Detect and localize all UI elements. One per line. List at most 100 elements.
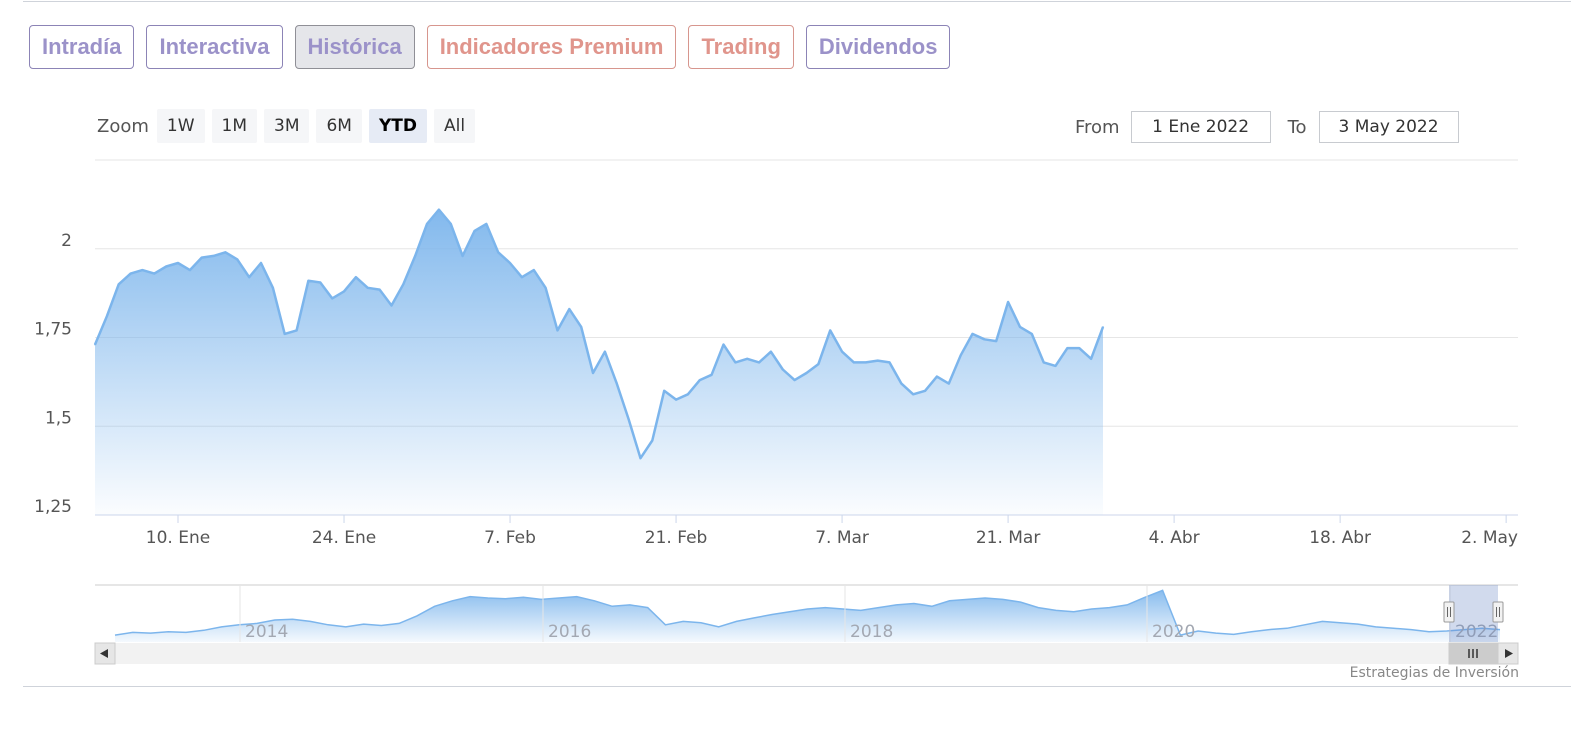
- zoom-all-button[interactable]: All: [434, 109, 476, 143]
- data-point: [485, 223, 488, 225]
- data-point: [141, 269, 144, 271]
- data-point: [212, 255, 215, 257]
- to-label: To: [1287, 116, 1307, 138]
- data-point: [627, 418, 630, 420]
- data-point: [1042, 361, 1045, 364]
- data-point: [106, 315, 108, 318]
- data-point: [461, 255, 464, 257]
- axes: 2 1,75 1,5 1,25 10. Ene 24. Ene 7. Feb 21. Feb 7…: [34, 231, 1518, 548]
- navigator-handle-left[interactable]: [1443, 601, 1455, 623]
- to-date-input[interactable]: 3 May 2022: [1318, 111, 1459, 143]
- x-tick-label: 21. Feb: [645, 528, 708, 548]
- data-point: [390, 304, 393, 307]
- x-tick-label: 7. Feb: [484, 528, 536, 548]
- data-point: [1102, 326, 1104, 328]
- x-tick-label: 21. Mar: [976, 528, 1041, 548]
- data-point: [888, 361, 891, 364]
- x-tick-label: 7. Mar: [815, 528, 869, 548]
- navigator-year-label: 2022: [1455, 622, 1498, 642]
- navigator-handle-right[interactable]: [1492, 601, 1504, 623]
- data-point: [189, 269, 191, 271]
- data-point: [272, 287, 274, 289]
- tab-dividendos[interactable]: Dividendos: [805, 25, 951, 69]
- data-point: [639, 457, 642, 460]
- data-point: [521, 276, 523, 279]
- date-range: From 1 Ene 2022 To 3 May 2022: [1075, 111, 1459, 143]
- y-tick-label: 2: [61, 231, 72, 251]
- zoom-ytd-button[interactable]: YTD: [368, 109, 427, 143]
- data-point: [556, 329, 559, 332]
- data-point: [450, 223, 452, 225]
- data-point: [604, 350, 606, 353]
- zoom-6m-button[interactable]: 6M: [316, 109, 362, 143]
- data-point: [829, 329, 831, 332]
- x-tick-label: 10. Ene: [146, 528, 210, 548]
- data-point: [912, 393, 914, 396]
- data-point: [129, 272, 132, 275]
- data-point: [592, 372, 594, 374]
- data-point: [687, 393, 689, 396]
- data-point: [94, 343, 96, 346]
- arrow-right-icon: [1505, 649, 1513, 658]
- data-point: [177, 262, 179, 264]
- data-point: [236, 258, 239, 261]
- data-point: [1078, 347, 1080, 349]
- scrollbar-track[interactable]: [95, 643, 1518, 664]
- data-point: [734, 361, 737, 364]
- zoom-3m-button[interactable]: 3M: [264, 109, 310, 143]
- navigator-area: [115, 590, 1500, 642]
- data-point: [722, 343, 725, 346]
- x-tick-label: 2. May: [1461, 528, 1518, 548]
- data-point: [770, 350, 772, 353]
- data-point: [853, 361, 855, 364]
- data-point: [1054, 365, 1057, 367]
- navigator-line: [114, 589, 1501, 636]
- from-label: From: [1075, 116, 1120, 138]
- data-point: [746, 358, 748, 360]
- data-point: [378, 288, 381, 291]
- tab-trading[interactable]: Trading: [688, 25, 794, 69]
- data-point: [817, 363, 820, 365]
- data-point: [473, 230, 476, 232]
- tab-interactiva[interactable]: Interactiva: [146, 25, 283, 69]
- chart-credit: Estrategias de Inversión: [1349, 665, 1519, 681]
- data-point: [663, 390, 665, 392]
- chart-tabs: Intradía Interactiva Histórica Indicador…: [29, 25, 951, 69]
- data-point: [805, 372, 808, 374]
- data-point: [959, 354, 962, 357]
- data-point: [200, 256, 203, 259]
- data-point: [544, 287, 547, 289]
- zoom-1m-button[interactable]: 1M: [211, 109, 257, 143]
- tab-intradia[interactable]: Intradía: [29, 25, 135, 69]
- data-point: [710, 374, 713, 376]
- data-point: [782, 368, 784, 371]
- navigator-year-label: 2018: [850, 622, 893, 642]
- data-point: [758, 361, 760, 364]
- data-point: [568, 308, 571, 310]
- series-area: [93, 208, 1105, 515]
- zoom-label: Zoom: [97, 115, 149, 137]
- from-date-input[interactable]: 1 Ene 2022: [1130, 111, 1271, 143]
- data-point: [616, 382, 618, 385]
- data-point: [841, 350, 843, 353]
- data-point: [283, 333, 286, 335]
- data-point: [165, 265, 167, 268]
- top-divider: [23, 1, 1571, 2]
- tab-indicadores-premium[interactable]: Indicadores Premium: [426, 25, 677, 69]
- y-tick-label: 1,5: [45, 408, 72, 428]
- bottom-divider: [23, 686, 1571, 687]
- navigator: 2014 2016 2018 2020 2022: [94, 584, 1519, 665]
- y-tick-label: 1,25: [34, 497, 72, 517]
- data-point: [295, 329, 298, 332]
- data-point: [343, 290, 345, 293]
- navigator-year-label: 2016: [548, 622, 591, 642]
- data-point: [497, 251, 500, 254]
- data-point: [414, 255, 417, 257]
- tab-historica[interactable]: Histórica: [294, 25, 415, 69]
- zoom-1w-button[interactable]: 1W: [156, 109, 205, 143]
- data-point: [651, 439, 654, 442]
- data-point: [153, 272, 156, 275]
- data-point: [533, 269, 535, 271]
- data-point: [366, 287, 369, 289]
- data-point: [1090, 358, 1092, 360]
